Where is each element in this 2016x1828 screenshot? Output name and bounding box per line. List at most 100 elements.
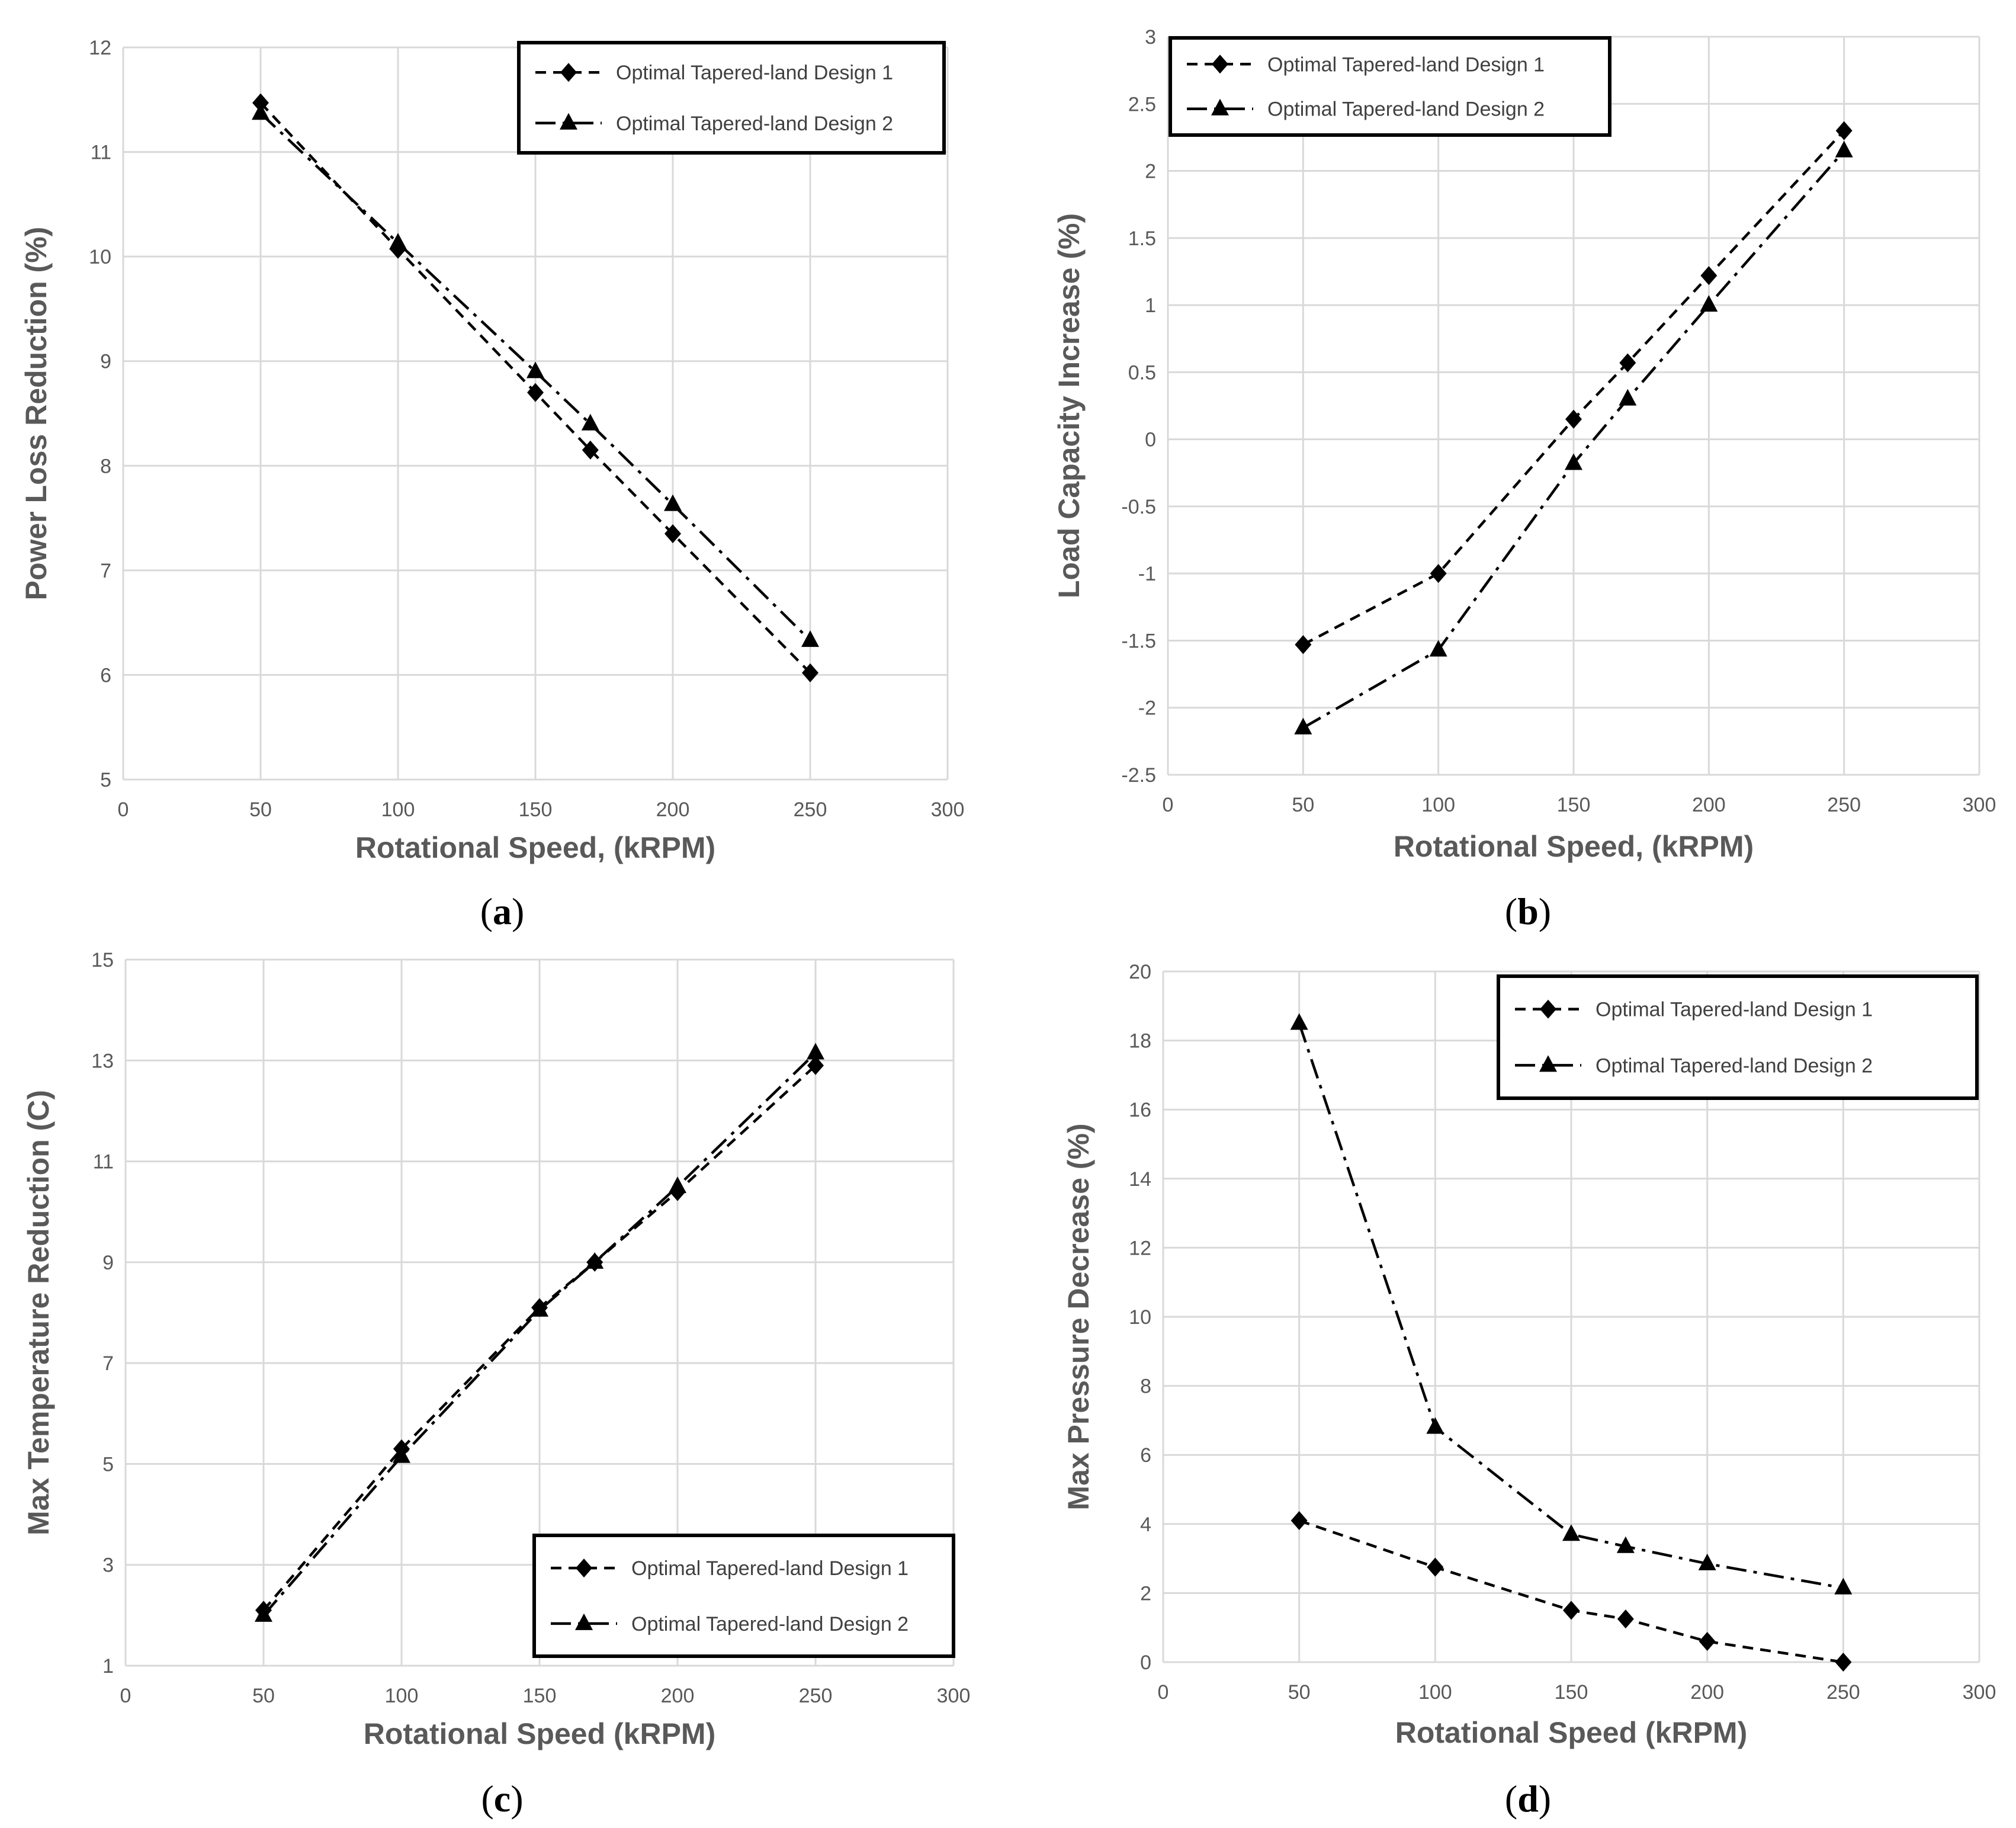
chart-panel-a: 5 6 7 8 9 10 11 12 0 50 100 150 200 250 300 Rotational … [20,37,964,932]
x-axis-title: Rotational Speed, (kRPM) [355,831,715,864]
y-tick-label: 10 [1129,1306,1151,1329]
data-point-design-2 [586,1252,604,1269]
data-point-design-1 [1699,1632,1716,1651]
y-tick-label: 5 [100,769,111,791]
x-tick-label: 100 [1421,794,1455,816]
y-tick-label: 2 [1145,161,1156,183]
y-tick-label: 3 [1145,26,1156,49]
y-tick-label: -2.5 [1121,764,1156,787]
series-line-design-1 [1298,1519,1844,1664]
x-tick-label: 250 [1826,1681,1860,1704]
legend-entry-design-1: Optimal Tapered-land Design 1 [616,62,893,84]
panel-label: (d) [1505,1778,1551,1820]
data-point-design-1 [527,383,544,402]
legend-box [1168,36,1611,137]
y-tick-label: 5 [102,1453,114,1476]
data-point-design-2 [1426,1417,1444,1434]
y-axis-title: Max Temperature Reduction (C) [22,1090,55,1535]
data-point-design-2 [1835,140,1853,158]
data-point-design-2 [1700,295,1718,312]
legend-marker-triangle [1211,98,1229,116]
data-point-design-1 [252,93,269,113]
x-tick-label: 0 [120,1685,131,1707]
legend-marker-diamond [576,1558,592,1578]
y-tick-label: 12 [1129,1237,1151,1259]
x-tick-label: 50 [1292,794,1314,816]
data-point-design-2 [389,233,407,250]
data-point-design-2 [1429,640,1447,657]
data-point-design-2 [1698,1553,1716,1570]
x-tick-label: 250 [799,1685,833,1707]
legend-box [1497,974,1979,1100]
legend-entry-design-1: Optimal Tapered-land Design 1 [1596,999,1873,1021]
y-axis-title: Power Loss Reduction (%) [20,227,53,601]
legend-box [517,41,946,155]
data-point-design-2 [807,1043,824,1060]
x-tick-label: 150 [519,798,553,821]
data-point-design-2 [1294,717,1312,735]
legend-entry-design-2: Optimal Tapered-land Design 2 [1596,1054,1873,1077]
data-point-design-1 [802,663,818,682]
x-tick-label: 300 [931,798,965,821]
y-tick-label: 1.5 [1128,227,1156,250]
y-tick-label: 0.5 [1128,361,1156,384]
chart-panel-b: -2.5 -2 -1.5 -1 -0.5 0 0.5 1 1.5 2 2.5 3 0 50 100 150 20… [1052,26,1996,932]
y-tick-label: 2 [1140,1582,1151,1605]
y-tick-label: 13 [91,1050,114,1072]
y-tick-label: -0.5 [1121,496,1156,518]
x-tick-label: 250 [794,798,827,821]
data-point-design-2 [581,413,599,431]
data-point-design-1 [1835,1653,1852,1672]
data-point-design-2 [531,1300,548,1317]
series-line-design-1 [259,102,811,674]
data-point-design-2 [255,1605,272,1622]
data-point-design-2 [664,494,682,511]
data-point-design-1 [582,440,599,460]
data-point-design-1 [1430,564,1447,583]
y-axis-title: Max Pressure Decrease (%) [1062,1123,1095,1510]
y-tick-label: 0 [1140,1651,1151,1674]
x-tick-label: 50 [252,1685,275,1707]
data-point-design-2 [1562,1524,1580,1541]
data-point-design-2 [1619,389,1637,406]
y-tick-label: -1 [1138,563,1156,585]
x-tick-label: 200 [656,798,690,821]
legend-marker-triangle [560,113,577,130]
data-point-design-2 [393,1446,410,1463]
panel-label: (b) [1505,890,1551,932]
data-point-design-1 [1617,1609,1634,1629]
x-axis-title: Rotational Speed, (kRPM) [1394,830,1754,863]
data-point-design-1 [1427,1557,1444,1577]
y-tick-label: 18 [1129,1030,1151,1053]
data-point-design-2 [252,103,269,120]
data-point-design-2 [1290,1013,1308,1030]
x-tick-label: 200 [661,1685,695,1707]
x-tick-label: 100 [381,798,415,821]
x-tick-label: 250 [1827,794,1861,816]
legend-box [532,1534,955,1658]
y-tick-label: 15 [91,949,114,971]
panel-label: (c) [481,1778,523,1820]
y-tick-label: 9 [102,1252,114,1274]
y-tick-label: 8 [100,455,111,477]
y-tick-label: 9 [100,351,111,373]
x-tick-label: 300 [1963,794,1996,816]
legend-entry-design-2: Optimal Tapered-land Design 2 [616,113,893,135]
data-point-design-1 [1835,121,1853,140]
legend-entry-design-1: Optimal Tapered-land Design 1 [1267,53,1545,76]
legend-entry-design-2: Optimal Tapered-land Design 2 [631,1613,909,1635]
y-tick-label: 11 [93,1151,114,1173]
y-tick-label: 7 [102,1352,114,1375]
data-point-design-1 [664,524,681,544]
data-point-design-1 [1619,353,1636,373]
y-tick-label: 20 [1129,961,1151,983]
series-line-design-2 [1302,150,1845,729]
data-point-design-1 [1565,409,1582,429]
x-tick-label: 150 [1557,794,1591,816]
y-tick-label: 4 [1140,1513,1151,1536]
series-line-design-2 [259,112,811,642]
y-tick-label: 1 [1145,294,1156,317]
data-point-design-2 [527,361,544,379]
series-line-design-2 [1298,1022,1844,1589]
